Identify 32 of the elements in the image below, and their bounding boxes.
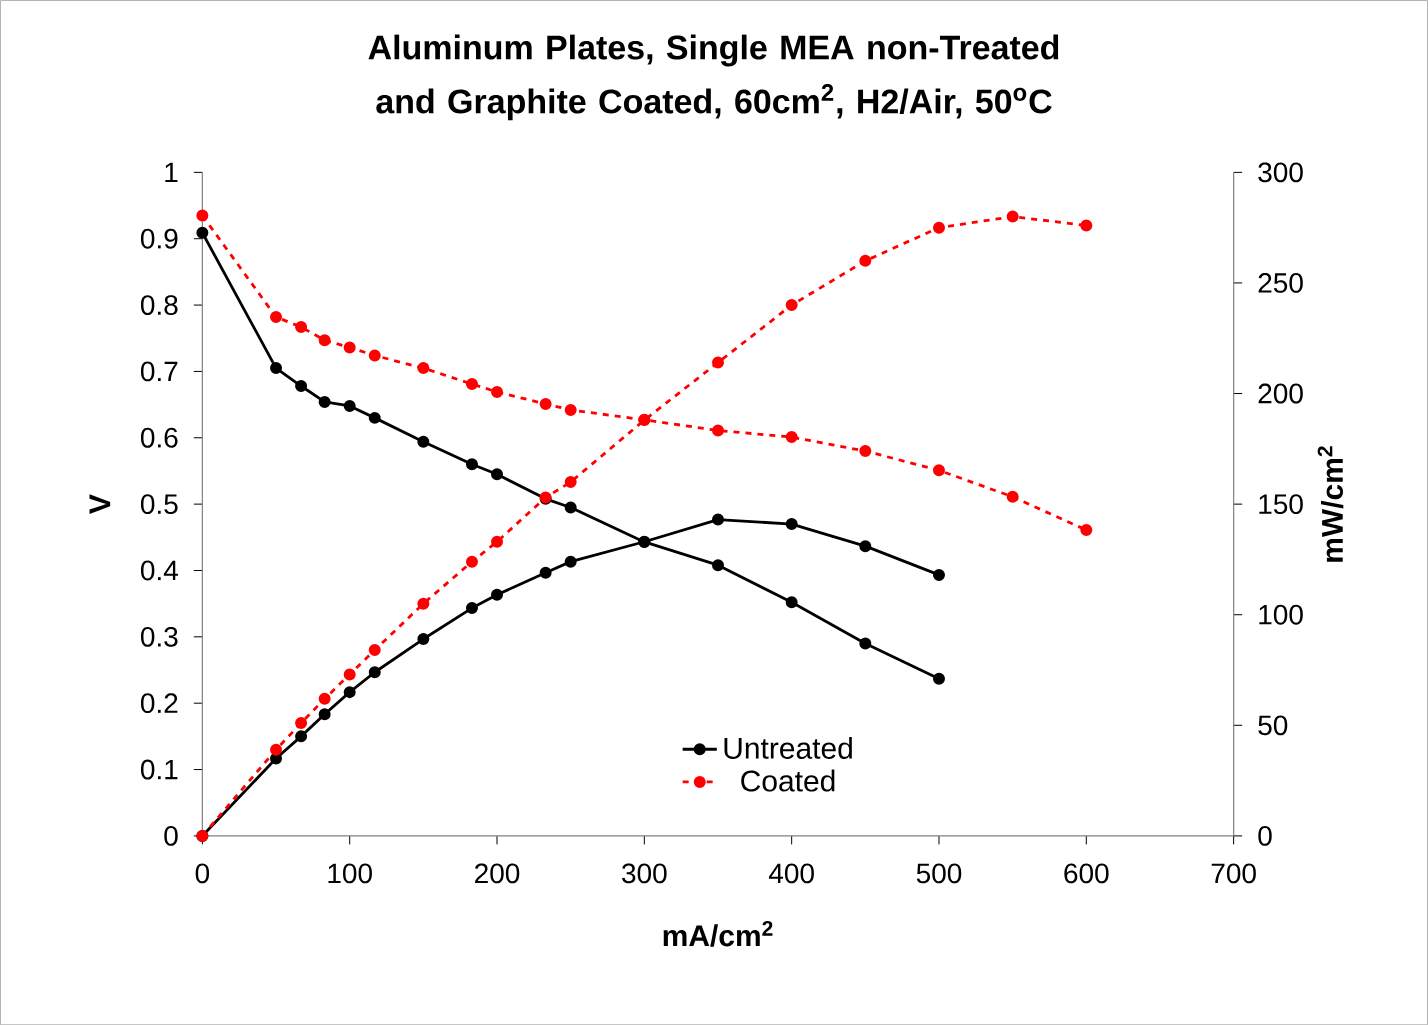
y2-axis-title: mW/cm$^{2}$ [1317,446,1344,562]
y2-tick-label: 150 [1259,494,1303,514]
y2-tick-label: 250 [1258,272,1303,293]
y2-tick-label: 100 [1259,604,1303,625]
x-tick-label: 500 [916,863,962,884]
legend-label: Untreated [724,736,852,759]
y2-tick-label: 300 [1258,162,1303,183]
y-tick-label: 0.4 [140,560,178,581]
x-tick-label: 600 [1064,863,1109,884]
y2-tick-label: 50 [1258,715,1288,736]
y-tick-label: 0.9 [140,228,178,249]
x-tick-label: 700 [1211,863,1256,884]
y-tick-label: 0.6 [140,427,178,448]
legend-label: Coated [741,769,835,792]
x-tick-label: 200 [475,863,520,884]
x-tick-label: 400 [768,863,814,884]
y-tick-label: 0.7 [140,361,178,382]
y-tick-label: 0.1 [140,759,178,780]
y-tick-label: 0.5 [140,494,178,514]
y-tick-label: 0.3 [140,626,178,647]
y-tick-label: 1 [165,162,178,182]
y-tick-label: 0 [164,825,178,846]
y-tick-label: 0.8 [140,295,178,315]
x-tick-label: 100 [328,863,372,884]
y2-tick-label: 200 [1258,383,1303,404]
y2-tick-label: 0 [1258,825,1272,846]
y-tick-label: 0.2 [140,693,178,713]
chart-title: Aluminum Plates, Single MEA non-Treated and Graphite Coated, 60cm$^{2}$, H2/Air, 50$^{o}$C [368,34,1059,121]
x-axis-title: mA/cm$^{2}$ [663,920,773,947]
y-axis-title: V [89,494,111,514]
x-tick-label: 0 [195,863,210,884]
x-tick-label: 300 [622,863,667,884]
